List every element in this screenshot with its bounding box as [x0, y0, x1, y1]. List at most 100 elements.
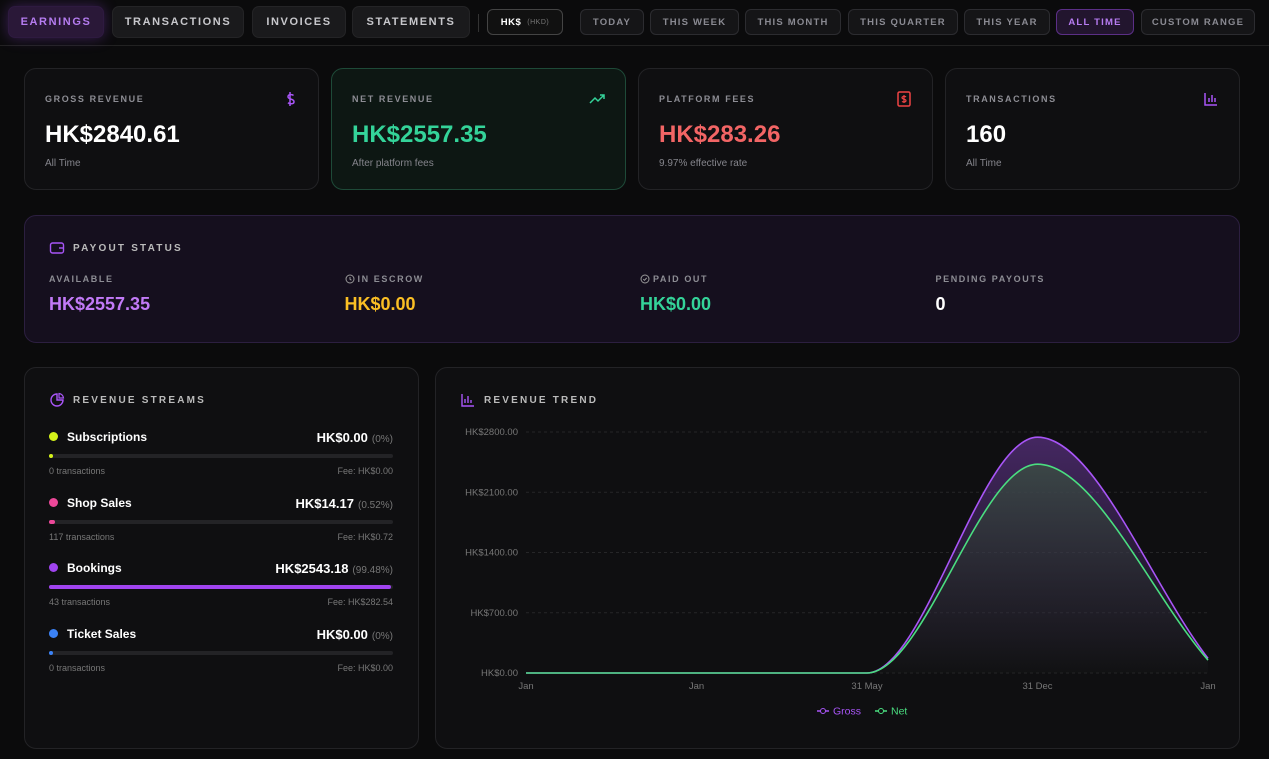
stream-track — [49, 519, 393, 524]
stat-note: All Time — [966, 158, 1002, 169]
chart-title: REVENUE TREND — [484, 395, 599, 406]
status-icon — [640, 274, 650, 284]
payout-value: HK$0.00 — [640, 294, 712, 314]
stream-percent: (0%) — [371, 630, 393, 642]
y-tick-label: HK$2100.00 — [465, 487, 518, 498]
payout-label-text: PENDING PAYOUTS — [935, 274, 1046, 284]
stat-label: GROSS REVENUE — [45, 94, 145, 104]
stat-icon — [589, 94, 605, 104]
x-tick-label: Jan — [1200, 681, 1215, 692]
chart: HK$0.00 HK$700.00 HK$1400.00 HK$2100.00 HK$2… — [465, 427, 1215, 718]
stat-value: HK$2557.35 — [352, 121, 487, 148]
x-tick-label: Jan — [689, 681, 704, 692]
payout-value: HK$2557.35 — [49, 294, 151, 314]
stream-transactions: 0 transactions — [49, 466, 106, 476]
stat-value: 160 — [966, 121, 1007, 148]
payout-label-text: PAID OUT — [653, 274, 709, 284]
stream-bar — [49, 585, 392, 589]
stream-amount-row: HK$0.00 (0%) — [317, 430, 393, 445]
stream-dot — [49, 628, 58, 638]
top-nav: EARNINGS TRANSACTIONS INVOICES STATEMENTS HK… — [0, 0, 1269, 46]
stat-icon — [287, 92, 295, 106]
x-tick-label: 31 Dec — [1022, 681, 1052, 692]
nav-tab[interactable]: STATEMENTS — [352, 6, 470, 38]
payout-value: HK$0.00 — [344, 294, 416, 314]
legend-marker — [820, 708, 826, 714]
x-tick-label: Jan — [518, 681, 533, 692]
payout-label: PENDING PAYOUTS — [936, 274, 1046, 284]
stat-icon — [897, 91, 911, 107]
stat-note: All Time — [45, 158, 81, 169]
pie-icon — [50, 392, 65, 407]
streams-panel: REVENUE STREAMS Subscriptions HK$0.00 (0%) 0… — [24, 367, 419, 749]
payout-title: PAYOUT STATUS — [73, 243, 183, 254]
status-icon — [345, 274, 354, 284]
x-tick-label: 31 May — [851, 681, 882, 692]
legend-label[interactable]: Net — [891, 706, 907, 718]
range-button[interactable]: THIS QUARTER — [848, 9, 958, 35]
trend-panel: REVENUE TREND HK$0.00 HK$700.00 HK$1400.00 H… — [435, 367, 1240, 749]
stream-bar — [49, 519, 55, 524]
payout-label: IN ESCROW — [345, 274, 424, 284]
range-button[interactable]: THIS YEAR — [964, 9, 1050, 35]
stat-card: NET REVENUE HK$2557.35 After platform fees — [331, 68, 626, 190]
stat-note: After platform fees — [352, 158, 434, 169]
stream-percent: (99.48%) — [352, 565, 393, 576]
stat-note: 9.97% effective rate — [659, 158, 748, 169]
payout-label-text: AVAILABLE — [49, 274, 114, 284]
stat-icon — [1204, 93, 1217, 106]
stream-dot — [49, 563, 58, 572]
range-button[interactable]: CUSTOM RANGE — [1141, 9, 1255, 35]
stream-name: Ticket Sales — [67, 626, 137, 641]
stream-bar — [49, 454, 53, 458]
stream-amount: HK$2543.18 — [275, 561, 349, 576]
nav-tab[interactable]: INVOICES — [252, 6, 346, 38]
stream-track — [49, 585, 393, 589]
stream-track — [49, 650, 393, 655]
stat-card: GROSS REVENUE HK$2840.61 All Time — [24, 68, 319, 190]
stream-percent: (0%) — [371, 434, 393, 445]
nav-tab[interactable]: TRANSACTIONS — [112, 6, 244, 38]
currency-code: (HKD) — [527, 18, 550, 26]
stat-value: HK$2840.61 — [45, 121, 180, 148]
range-button[interactable]: THIS WEEK — [650, 9, 739, 35]
stat-value: HK$283.26 — [659, 121, 781, 148]
stat-card: TRANSACTIONS 160 All Time — [945, 68, 1240, 190]
wallet-icon — [49, 242, 65, 254]
y-tick-label: HK$0.00 — [481, 668, 518, 679]
stream-bar — [49, 650, 53, 655]
stream-dot — [49, 432, 58, 441]
stream-percent: (0.52%) — [357, 499, 393, 511]
range-button[interactable]: ALL TIME — [1056, 9, 1134, 35]
stream-fee: Fee: HK$282.54 — [327, 597, 393, 607]
stream-name: Bookings — [67, 561, 122, 575]
area — [526, 464, 1208, 673]
stream-dot — [49, 497, 58, 507]
currency-selector[interactable]: HK$ (HKD) — [487, 9, 563, 35]
stream-amount-row: HK$2543.18 (99.48%) — [275, 561, 393, 576]
stream-transactions: 0 transactions — [49, 662, 106, 673]
range-button[interactable]: THIS MONTH — [745, 9, 841, 35]
y-tick-label: HK$1400.00 — [465, 548, 518, 559]
stream-transactions: 117 transactions — [49, 531, 115, 542]
y-tick-label: HK$2800.00 — [465, 427, 518, 438]
nav-tab[interactable]: EARNINGS — [8, 6, 104, 38]
stat-label: TRANSACTIONS — [966, 94, 1057, 104]
chart-icon — [461, 394, 474, 407]
legend-label[interactable]: Gross — [833, 706, 861, 718]
payout-label: PAID OUT — [640, 274, 708, 284]
stat-card: PLATFORM FEES HK$283.26 9.97% effective ra… — [638, 68, 933, 190]
stream-amount: HK$0.00 — [316, 626, 368, 642]
stream-name: Shop Sales — [67, 495, 132, 510]
range-button[interactable]: TODAY — [580, 9, 644, 35]
stat-label: NET REVENUE — [352, 94, 434, 104]
line — [526, 463, 1209, 674]
currency: HK$ — [500, 16, 522, 28]
stream-amount-row: HK$14.17 (0.52%) — [295, 496, 393, 511]
y-tick-label: HK$700.00 — [470, 608, 518, 619]
stream-amount-row: HK$0.00 (0%) — [317, 627, 393, 642]
divider — [478, 14, 479, 32]
payout-panel: PAYOUT STATUS AVAILABLE HK$2557.35 IN ESCRO… — [24, 215, 1240, 343]
